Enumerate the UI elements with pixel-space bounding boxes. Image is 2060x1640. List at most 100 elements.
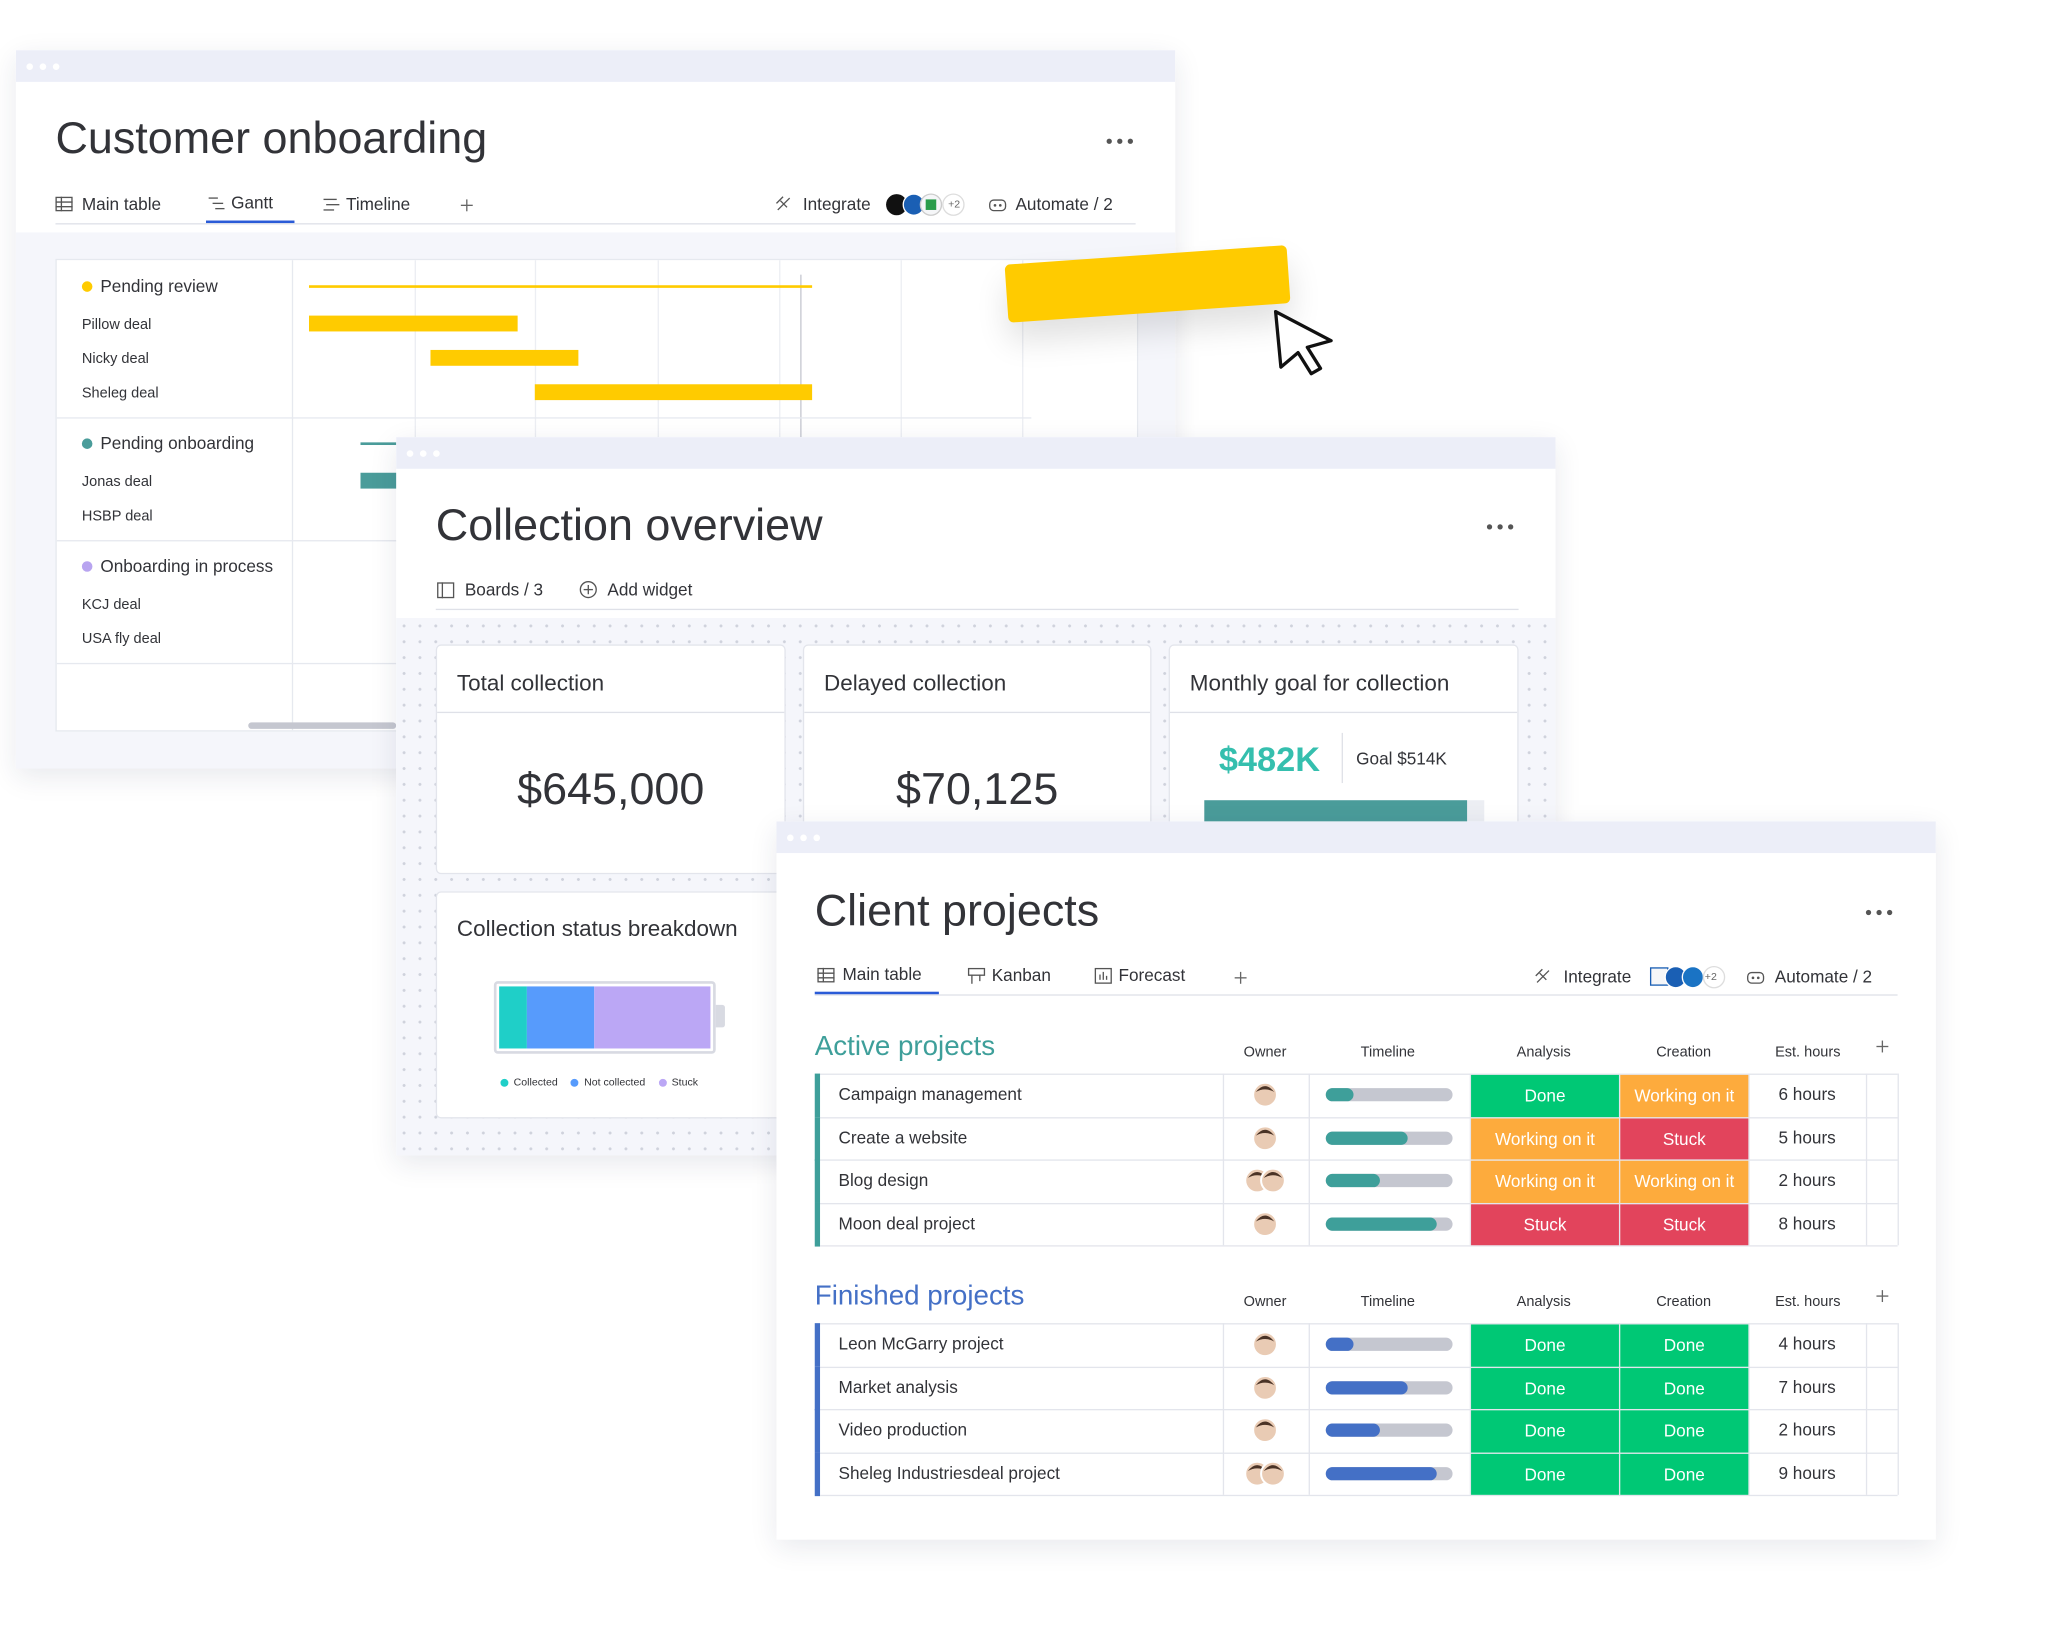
item-name: USA fly deal: [81, 631, 161, 648]
group-dot: [81, 438, 93, 449]
column-divider: [291, 260, 294, 731]
column-header: Analysis: [1516, 1294, 1571, 1310]
owner-avatars: [1252, 1374, 1278, 1401]
row-line: [820, 1366, 1898, 1368]
item-name: Nicky deal: [81, 351, 149, 368]
integrate-button[interactable]: Integrate: [1563, 966, 1632, 987]
legend-label: Not collected: [584, 1076, 646, 1089]
tab[interactable]: Gantt: [231, 192, 274, 213]
forecast-icon: [1094, 967, 1112, 984]
item-name: Sheleg Industriesdeal project: [838, 1462, 1060, 1483]
tab[interactable]: Main table: [81, 194, 162, 214]
tab[interactable]: Timeline: [345, 194, 411, 214]
column-header: Timeline: [1360, 1294, 1416, 1310]
item-name: KCJ deal: [81, 596, 141, 613]
group-dot: [81, 561, 93, 572]
item-name: Leon McGarry project: [838, 1334, 1004, 1354]
timeline-progress: [1325, 1466, 1437, 1480]
menu-dots[interactable]: [1486, 523, 1515, 531]
today-line: [800, 274, 802, 438]
tab[interactable]: Main table: [842, 963, 922, 984]
item-name: Market analysis: [838, 1376, 958, 1397]
column-header: Timeline: [1360, 1044, 1416, 1061]
board-title: Collection overview: [435, 500, 823, 551]
owner-avatars: [1244, 1167, 1286, 1194]
status-cell: Done: [1620, 1367, 1749, 1409]
column-header: Est. hours: [1775, 1044, 1841, 1061]
status-cell: Working on it: [1471, 1160, 1619, 1203]
status-cell: Working on it: [1471, 1117, 1619, 1160]
column-header: Analysis: [1516, 1044, 1571, 1061]
status-cell: Stuck: [1620, 1203, 1749, 1246]
integrate-icon: [775, 196, 791, 211]
goal-bar: [1204, 800, 1467, 823]
row-line: [820, 1323, 1898, 1325]
column-line: [1222, 1323, 1225, 1495]
avatar-hair: [1255, 1336, 1275, 1342]
group-color-bar: [814, 1073, 821, 1118]
widget-value: $70,125: [896, 764, 1059, 815]
hours: 5 hours: [1778, 1127, 1836, 1148]
owner-avatars: [1252, 1417, 1278, 1444]
column-header: Est. hours: [1775, 1294, 1841, 1310]
column-line: [1897, 1323, 1899, 1495]
owner-avatars: [1252, 1210, 1278, 1237]
legend-dot: [500, 1078, 509, 1087]
item-name: Sheleg deal: [81, 385, 159, 402]
tab[interactable]: Kanban: [991, 965, 1051, 986]
battery-nub: [715, 1004, 725, 1028]
integrate-icon: [1535, 968, 1550, 983]
automate-button[interactable]: Automate / 2: [1015, 194, 1113, 214]
item-name: Blog design: [838, 1170, 929, 1191]
integrate-more: +2: [1704, 970, 1717, 983]
timeline-progress: [1325, 1131, 1409, 1145]
status-cell: Done: [1471, 1074, 1619, 1117]
row-line: [820, 1245, 1898, 1247]
avatar-hair: [1247, 1464, 1267, 1471]
automate-icon: [989, 199, 1007, 212]
column-line: [1308, 1323, 1310, 1495]
item-name: HSBP deal: [81, 508, 153, 525]
integration-logos: [886, 193, 965, 216]
kanban-icon: [967, 967, 986, 984]
timeline-progress: [1325, 1088, 1354, 1102]
menu-dots[interactable]: [1105, 137, 1134, 145]
timeline-track: [1325, 1338, 1453, 1352]
gantt-bar: [430, 349, 578, 366]
column-line: [1618, 1323, 1621, 1495]
integrate-button[interactable]: Integrate: [802, 194, 871, 214]
automate-button[interactable]: Automate / 2: [1774, 966, 1873, 987]
add-tab[interactable]: [1234, 971, 1247, 984]
goal-label: Goal $514K: [1356, 748, 1447, 769]
status-cell: Working on it: [1620, 1160, 1749, 1203]
status-cell: Done: [1620, 1453, 1749, 1495]
avatar-hair: [1255, 1129, 1275, 1136]
owner-avatars: [1252, 1125, 1278, 1151]
title-bar: [776, 821, 1936, 854]
tab[interactable]: Boards / 3: [464, 579, 544, 600]
battery: [493, 981, 716, 1054]
widget-title: Delayed collection: [823, 670, 1007, 696]
legend-dot: [658, 1078, 667, 1087]
timeline-track: [1325, 1088, 1453, 1102]
tab-divider: [814, 994, 1898, 996]
gantt-icon: [208, 197, 225, 210]
add-column[interactable]: [1876, 1290, 1889, 1303]
goal-value: $482K: [1218, 739, 1321, 780]
widget-value: $645,000: [517, 764, 705, 815]
item-name: Create a website: [838, 1127, 968, 1148]
timeline-progress: [1325, 1338, 1354, 1352]
add-widget-button[interactable]: Add widget: [607, 579, 693, 600]
tab[interactable]: Forecast: [1118, 965, 1186, 986]
tab-underline: [814, 991, 939, 995]
cursor: [1273, 309, 1333, 376]
scrollbar[interactable]: [248, 722, 397, 729]
menu-dots[interactable]: [1865, 909, 1894, 917]
breakdown-segment: [594, 986, 711, 1049]
status-cell: Done: [1471, 1410, 1619, 1452]
card-divider: [437, 711, 785, 714]
add-tab[interactable]: [460, 199, 473, 212]
add-column[interactable]: [1876, 1040, 1889, 1053]
